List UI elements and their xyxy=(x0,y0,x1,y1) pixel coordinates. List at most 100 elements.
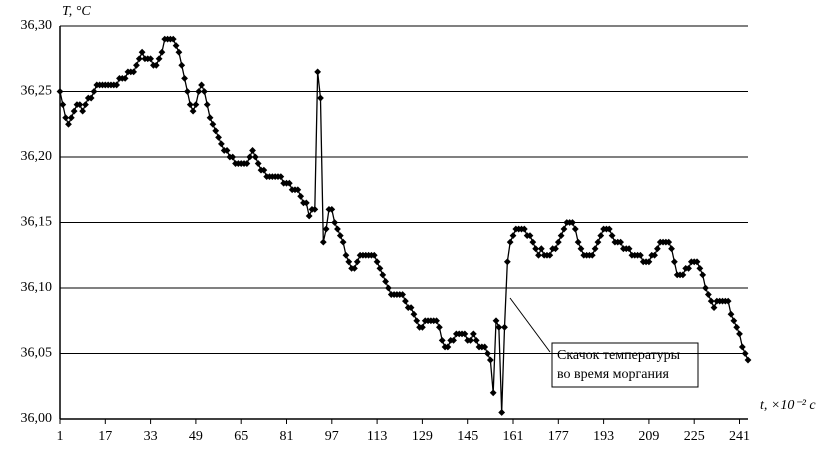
data-point xyxy=(554,238,562,246)
data-point xyxy=(569,219,576,226)
data-point xyxy=(322,225,330,233)
x-tick-label: 113 xyxy=(367,429,387,444)
data-point xyxy=(407,304,415,312)
data-point xyxy=(529,238,537,246)
data-point xyxy=(727,310,735,318)
data-point xyxy=(637,251,644,259)
data-point xyxy=(537,245,545,253)
data-point xyxy=(59,101,67,108)
data-point xyxy=(342,251,350,259)
data-point xyxy=(535,251,542,259)
data-point xyxy=(704,291,712,298)
data-point xyxy=(195,88,203,95)
data-point xyxy=(251,153,259,161)
data-point xyxy=(438,337,446,344)
annotation-leader xyxy=(509,297,551,353)
data-point xyxy=(339,238,347,246)
data-point xyxy=(557,232,565,239)
data-point xyxy=(135,55,143,63)
data-point xyxy=(498,409,506,416)
data-point xyxy=(192,101,200,108)
data-point xyxy=(209,120,217,128)
data-point xyxy=(138,48,146,56)
data-point xyxy=(526,232,534,239)
x-tick-label: 241 xyxy=(729,429,750,444)
data-point xyxy=(294,186,302,194)
data-point xyxy=(509,232,517,239)
data-point xyxy=(645,258,653,266)
data-point xyxy=(577,245,585,253)
data-point xyxy=(130,68,138,76)
y-axis-label: T, °C xyxy=(62,4,91,19)
data-point xyxy=(738,343,746,351)
data-point xyxy=(203,101,211,108)
data-point xyxy=(410,310,418,318)
x-tick-label: 65 xyxy=(234,429,248,444)
data-point xyxy=(486,356,494,364)
data-point xyxy=(90,88,98,95)
data-point xyxy=(189,107,197,115)
data-point xyxy=(597,232,605,239)
data-point xyxy=(277,173,285,181)
data-point xyxy=(169,35,177,43)
data-point xyxy=(373,258,381,266)
data-point xyxy=(435,323,443,331)
x-tick-label: 129 xyxy=(412,429,433,444)
data-point xyxy=(385,284,392,292)
data-point xyxy=(200,88,208,95)
x-tick-label: 1 xyxy=(57,429,64,444)
data-point xyxy=(492,317,500,325)
data-point xyxy=(605,225,613,233)
data-point xyxy=(552,245,559,253)
data-point xyxy=(62,114,70,122)
data-point xyxy=(178,61,186,69)
data-point xyxy=(503,258,511,266)
x-tick-label: 81 xyxy=(280,429,294,444)
data-point xyxy=(181,75,188,82)
data-point xyxy=(469,330,477,338)
data-point xyxy=(382,278,389,285)
data-point xyxy=(730,317,738,325)
data-point xyxy=(450,337,457,344)
data-point xyxy=(121,75,129,82)
data-point xyxy=(489,389,497,397)
data-point xyxy=(370,251,378,259)
data-point xyxy=(608,232,616,239)
data-point xyxy=(413,317,421,325)
data-point xyxy=(223,147,231,154)
x-tick-label: 33 xyxy=(144,429,158,444)
data-point xyxy=(67,114,75,122)
x-tick-label: 17 xyxy=(98,429,112,444)
data-point xyxy=(560,225,568,233)
data-point xyxy=(594,238,602,246)
data-point xyxy=(229,153,237,161)
x-tick-label: 97 xyxy=(325,429,339,444)
data-point xyxy=(217,140,225,148)
data-point xyxy=(147,55,155,63)
data-point xyxy=(317,94,324,102)
x-tick-label: 193 xyxy=(593,429,614,444)
data-point xyxy=(87,94,95,102)
data-point xyxy=(520,225,528,233)
data-point xyxy=(665,238,673,246)
data-point xyxy=(651,251,658,259)
annotation-text: Скачок температуры xyxy=(557,348,681,363)
data-point xyxy=(670,258,678,266)
data-point xyxy=(260,166,268,174)
data-point xyxy=(617,238,624,246)
x-tick-label: 161 xyxy=(503,429,524,444)
data-point xyxy=(574,238,582,246)
data-point xyxy=(65,120,72,128)
data-point xyxy=(501,323,508,331)
data-point xyxy=(571,225,579,233)
data-point xyxy=(685,264,692,272)
data-point xyxy=(653,245,661,253)
y-tick-label: 36,25 xyxy=(21,84,53,99)
data-point xyxy=(311,206,319,213)
data-point xyxy=(285,179,293,187)
data-point xyxy=(484,350,491,357)
data-point xyxy=(419,323,426,331)
y-tick-label: 36,05 xyxy=(21,346,53,361)
data-point xyxy=(736,330,743,338)
data-point xyxy=(444,343,452,351)
